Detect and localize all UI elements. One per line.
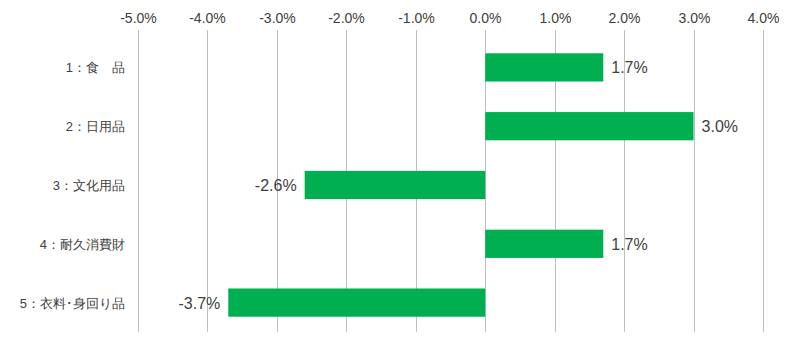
tick-label: 4.0% [748,10,780,26]
category-label: 1：食 品 [66,60,125,75]
data-label: 1.7% [611,236,647,253]
data-label: -2.6% [255,177,297,194]
tick-label: 1.0% [540,10,572,26]
tick-label: -4.0% [189,10,226,26]
bar [485,112,693,140]
grid-line [763,30,764,332]
tick-label: -2.0% [328,10,365,26]
grid [139,30,764,332]
grid-line [207,30,208,332]
chart: -5.0% -4.0% -3.0% -2.0% -1.0% 0.0% 1.0% 2.0% 3.0… [0,0,800,349]
data-label: -3.7% [178,295,220,312]
category-label: 5：衣料･身回り品 [20,296,125,311]
category-label: 3：文化用品 [53,178,125,193]
tick-label: 0.0% [470,10,502,26]
bar [228,288,485,316]
tick-label: 3.0% [679,10,711,26]
tick-label: -1.0% [398,10,435,26]
tick-label: -3.0% [259,10,296,26]
grid-line [694,30,695,332]
bar [305,171,486,199]
data-label: 3.0% [702,118,738,135]
category-label: 2：日用品 [66,119,125,134]
bars [228,53,693,316]
bar [485,53,603,81]
category-label: 4：耐久消費財 [40,237,125,252]
tick-label: 2.0% [609,10,641,26]
bar [485,230,603,258]
data-label: 1.7% [611,59,647,76]
grid-line [138,30,139,332]
tick-label: -5.0% [120,10,157,26]
